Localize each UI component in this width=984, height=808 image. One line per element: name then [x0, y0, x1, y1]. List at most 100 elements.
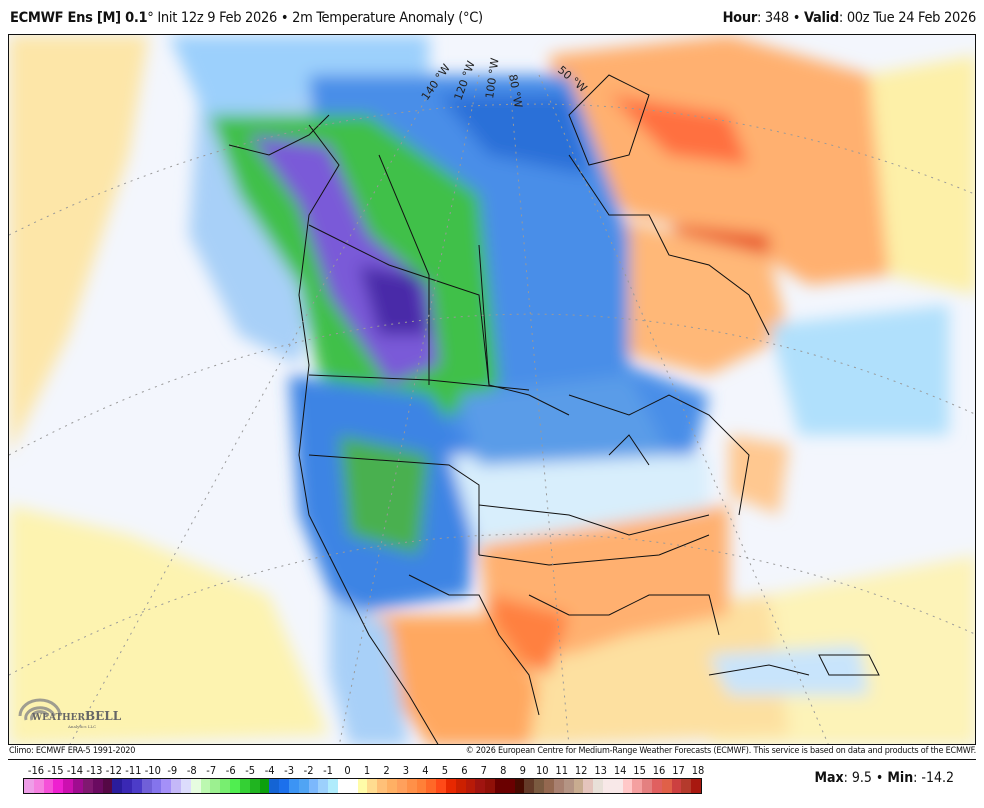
colorbar-swatch [171, 779, 181, 793]
colorbar-swatch [691, 779, 702, 793]
colorbar-swatch [82, 779, 93, 793]
colorbar-swatch [24, 779, 34, 793]
svg-text:WEATHERBELL: WEATHERBELL [31, 709, 122, 723]
colorbar-tick-label: -16 [27, 764, 45, 777]
colorbar-tick-label: 6 [461, 764, 468, 777]
colorbar-swatch [298, 779, 309, 793]
colorbar-swatch [73, 779, 83, 793]
colorbar-swatch [387, 779, 397, 793]
colorbar-swatch [642, 779, 652, 793]
map-title: ECMWF Ens [M] 0.1° Init 12z 9 Feb 2026 •… [10, 10, 483, 26]
colorbar-swatch [92, 779, 103, 793]
colorbar-tick-label: 12 [574, 764, 588, 777]
colorbar-swatch [485, 779, 495, 793]
copyright-note: © 2026 European Centre for Medium-Range … [465, 746, 977, 756]
model-name: ECMWF Ens [M] 0.1 [10, 10, 148, 26]
colorbar-swatch [524, 779, 535, 793]
min-value: : -14.2 [913, 770, 954, 786]
colorbar-swatch [622, 779, 633, 793]
colorbar-swatch [465, 779, 476, 793]
colorbar-swatch [279, 779, 289, 793]
colorbar-tick-label: -14 [66, 764, 84, 777]
colorbar-swatch [671, 779, 682, 793]
colorbar-tick-label: -6 [225, 764, 236, 777]
colorbar-swatch [593, 779, 603, 793]
colorbar-tick-label: 10 [535, 764, 549, 777]
colorbar-swatch [328, 779, 338, 793]
colorbar-swatch [553, 779, 564, 793]
min-label: Min [887, 770, 914, 786]
colorbar-tick-label: 8 [500, 764, 507, 777]
colorbar-tick-label: 5 [441, 764, 449, 777]
colorbar-swatch [426, 779, 437, 793]
colorbar-swatch [338, 779, 348, 793]
colorbar-swatch [544, 779, 554, 793]
colorbar-tick-label: -9 [167, 764, 178, 777]
colorbar-tick-label: -13 [86, 764, 103, 777]
hour-value: : 348 • [756, 10, 804, 26]
colorbar-swatch [514, 779, 525, 793]
colorbar-tick-label: 16 [652, 764, 666, 777]
colorbar-tick-label: 15 [633, 764, 646, 777]
colorbar-tick-label: 1 [363, 764, 371, 777]
colorbar-swatch [436, 779, 446, 793]
colorbar-swatch [102, 779, 113, 793]
colorbar-swatch [230, 779, 240, 793]
colorbar-swatch [602, 779, 613, 793]
colorbar-swatch [445, 779, 456, 793]
valid-time: Hour: 348 • Valid: 00z Tue 24 Feb 2026 [722, 10, 977, 26]
weatherbell-logo: WEATHERBELL Analytics LLC [10, 690, 130, 742]
colorbar-swatch [652, 779, 662, 793]
colorbar-swatch [318, 779, 329, 793]
colorbar-tick-label: -12 [105, 764, 122, 777]
colorbar-tick-label: 14 [613, 764, 627, 777]
colorbar-swatch [612, 779, 623, 793]
colorbar-swatch [141, 779, 152, 793]
colorbar-tick-label: 4 [422, 764, 429, 777]
divider [8, 759, 976, 760]
lon-label-100w: 100 °W [483, 57, 502, 99]
colorbar-swatch [573, 779, 584, 793]
temperature-anomaly-map[interactable]: 140 °W 120 °W 100 °W 80 °W 50 °W [8, 34, 976, 745]
colorbar [23, 778, 702, 794]
colorbar-swatch [534, 779, 545, 793]
coastlines-and-borders [228, 74, 880, 744]
lon-label-80w: 80 °W [506, 73, 525, 109]
colorbar-swatch [190, 779, 201, 793]
colorbar-swatch [396, 779, 407, 793]
colorbar-swatch [475, 779, 486, 793]
colorbar-swatch [43, 779, 54, 793]
colorbar-swatch [416, 779, 427, 793]
valid-label: Valid [803, 10, 839, 26]
colorbar-swatch [33, 779, 44, 793]
colorbar-swatch [367, 779, 378, 793]
colorbar-tick-label: 13 [594, 764, 607, 777]
colorbar-swatch [455, 779, 466, 793]
colorbar-tick-label: -3 [284, 764, 295, 777]
colorbar-swatch [504, 779, 515, 793]
degree-sign: ° [147, 10, 154, 26]
colorbar-tick-label: -4 [264, 764, 275, 777]
colorbar-swatch [53, 779, 64, 793]
anomaly-field [9, 35, 975, 744]
colorbar-swatch [406, 779, 417, 793]
colorbar-swatch [563, 779, 574, 793]
colorbar-swatch [63, 779, 74, 793]
map-canvas: 140 °W 120 °W 100 °W 80 °W 50 °W [9, 35, 975, 744]
colorbar-swatch [131, 779, 142, 793]
colorbar-tick-label: -11 [125, 764, 142, 777]
colorbar-tick-label: -5 [245, 764, 256, 777]
graticule [9, 74, 975, 744]
climo-note: Climo: ECMWF ERA-5 1991-2020 [9, 746, 136, 756]
colorbar-swatch [308, 779, 319, 793]
svg-text:Analytics LLC: Analytics LLC [67, 724, 96, 729]
colorbar-swatch [288, 779, 299, 793]
max-label: Max [814, 770, 844, 786]
colorbar-swatch [151, 779, 162, 793]
colorbar-tick-label: 18 [691, 764, 705, 777]
colorbar-tick-label: 2 [383, 764, 390, 777]
colorbar-tick-label: -8 [186, 764, 197, 777]
hour-label: Hour [722, 10, 758, 26]
colorbar-tick-label: -10 [144, 764, 161, 777]
max-min-stats: Max: 9.5 • Min: -14.2 [814, 770, 954, 786]
